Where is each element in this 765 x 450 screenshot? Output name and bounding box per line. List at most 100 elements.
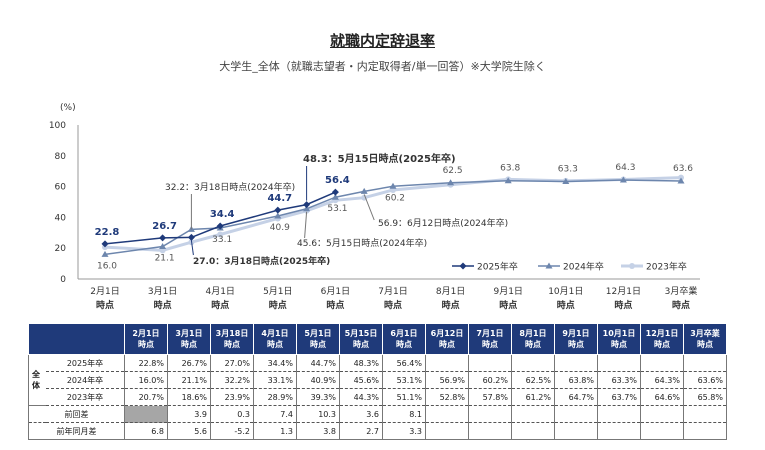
table-header-suffix: 時点	[697, 340, 713, 349]
table-cell: 34.4%	[253, 354, 297, 372]
table-cell: 3.3	[382, 422, 426, 440]
table-cell: 48.3%	[339, 354, 383, 372]
x-tick-sublabel: 時点	[384, 299, 402, 311]
table-side-label: 全体	[28, 354, 46, 406]
table-cell	[554, 422, 598, 440]
x-tick-sublabel: 時点	[154, 299, 172, 311]
table-cell: 6.8	[124, 422, 168, 440]
series-point-2025	[159, 234, 167, 242]
legend-label: 2024年卒	[563, 261, 604, 273]
data-label-2024: 33.1	[212, 235, 232, 245]
table-header-corner	[28, 323, 125, 355]
table-header-date: 3月18日	[215, 329, 249, 338]
table-header-date: 7月1日	[476, 329, 504, 338]
x-tick-label: 7月1日	[378, 286, 407, 297]
data-label-2024: 21.1	[155, 254, 175, 264]
table-cell: 51.1%	[382, 388, 426, 406]
table-cell	[124, 405, 168, 423]
table-column-header: 7月1日 時点	[468, 323, 512, 355]
y-unit-label: (%)	[60, 103, 76, 113]
table-cell	[554, 354, 598, 372]
series-point-2025	[303, 201, 311, 209]
table-header-suffix: 時点	[267, 340, 283, 349]
x-tick-sublabel: 時点	[614, 299, 632, 311]
table-column-header: 3月1日 時点	[167, 323, 211, 355]
table-cell: 44.7%	[296, 354, 340, 372]
table-column-header: 9月1日時点	[554, 323, 598, 355]
table-cell	[425, 422, 469, 440]
table-header-date: 9月1日	[562, 329, 590, 338]
table-cell: 21.1%	[167, 371, 211, 389]
table-cell	[468, 405, 512, 423]
table-column-header: 6月1日 時点	[382, 323, 426, 355]
table-cell: 56.4%	[382, 354, 426, 372]
table-column-header: 6月12日 時点	[425, 323, 469, 355]
table-header-date: 8月1日	[519, 329, 547, 338]
table-header-date: 3月卒業	[690, 329, 720, 338]
series-point-2024	[677, 177, 685, 184]
table-cell	[640, 422, 684, 440]
data-label-2025: 44.7	[267, 193, 292, 204]
table-header-suffix: 時点	[310, 340, 326, 349]
data-label-2024: 62.5	[443, 166, 463, 176]
table-cell: 63.8%	[554, 371, 598, 389]
x-tick-label: 4月1日	[205, 286, 234, 297]
series-point-2024	[619, 176, 627, 183]
x-tick-label: 9月1日	[493, 286, 522, 297]
table-cell: 7.4	[253, 405, 297, 423]
legend-marker	[545, 262, 553, 269]
data-label-2025: 26.7	[152, 221, 177, 232]
table-cell: 3.8	[296, 422, 340, 440]
x-tick-label: 3月1日	[148, 286, 177, 297]
table-header-suffix: 時点	[611, 340, 627, 349]
table-column-header: 10月1日 時点	[597, 323, 641, 355]
annotation-leader	[363, 194, 375, 221]
series-point-2024	[504, 177, 512, 184]
data-label-2024: 63.8	[500, 164, 520, 174]
table-cell: 0.3	[210, 405, 254, 423]
x-tick-sublabel: 時点	[326, 299, 344, 311]
data-table-container: 2月1日 時点 3月1日 時点 3月18日 時点 4月1日 時点 5月1日 時点 5月15日 時点 6月…	[28, 323, 727, 440]
x-tick-sublabel: 時点	[442, 299, 460, 311]
table-cell: 1.3	[253, 422, 297, 440]
legend-label: 2025年卒	[477, 261, 518, 273]
table-row: 全体 2025年卒 22.8% 26.7% 27.0% 34.4% 44.7% 48.3% 56…	[28, 354, 727, 406]
table-header-date: 5月1日	[304, 329, 332, 338]
table-cell: -5.2	[210, 422, 254, 440]
x-tick-label: 2月1日	[90, 286, 119, 297]
table-cell: 10.3	[296, 405, 340, 423]
table-cell: 65.8%	[683, 388, 727, 406]
y-tick-label: 40	[55, 213, 67, 223]
series-point-2025	[101, 240, 109, 248]
table-header-date: 12月1日	[645, 329, 679, 338]
y-tick-label: 20	[55, 244, 67, 254]
x-tick-label: 6月1日	[321, 286, 350, 297]
table-cell: 22.8%	[124, 354, 168, 372]
y-tick-label: 100	[49, 121, 66, 131]
x-tick-label: 10月1日	[548, 286, 583, 297]
table-row-label: 前年同月差	[28, 422, 125, 440]
x-tick-label: 8月1日	[436, 286, 465, 297]
data-label-2024: 64.3	[615, 163, 635, 173]
table-cell: 44.3%	[339, 388, 383, 406]
table-cell: 61.2%	[511, 388, 555, 406]
series-point-2023	[217, 231, 224, 238]
x-tick-label: 3月卒業	[665, 285, 698, 297]
table-cell	[640, 405, 684, 423]
legend-marker	[459, 262, 467, 270]
table-cell	[554, 405, 598, 423]
table-header-suffix: 時点	[439, 340, 455, 349]
table-column-header: 2月1日 時点	[124, 323, 168, 355]
x-tick-sublabel: 時点	[211, 299, 229, 311]
table-column-header: 5月1日時点	[296, 323, 340, 355]
series-point-2024	[159, 243, 167, 250]
table-cell	[425, 354, 469, 372]
x-tick-sublabel: 時点	[672, 299, 690, 311]
series-point-2024	[303, 205, 311, 212]
table-header-suffix: 時点	[568, 340, 584, 349]
table-cell	[511, 422, 555, 440]
series-point-2024	[101, 250, 109, 257]
table-header-suffix: 時点	[138, 340, 154, 349]
table-header-suffix: 時点	[353, 340, 369, 349]
